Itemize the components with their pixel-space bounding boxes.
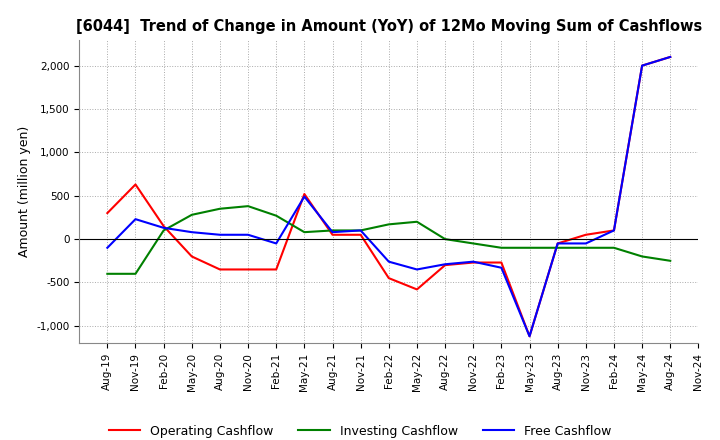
- Operating Cashflow: [103, 210, 112, 216]
- Operating Cashflow: [638, 63, 647, 68]
- Free Cashflow: [272, 241, 281, 246]
- Operating Cashflow: [525, 334, 534, 339]
- Free Cashflow: [103, 245, 112, 250]
- Investing Cashflow: [159, 228, 168, 233]
- Investing Cashflow: [610, 245, 618, 250]
- Free Cashflow: [469, 259, 477, 264]
- Operating Cashflow: [469, 260, 477, 265]
- Free Cashflow: [384, 259, 393, 264]
- Operating Cashflow: [131, 182, 140, 187]
- Y-axis label: Amount (million yen): Amount (million yen): [18, 126, 31, 257]
- Operating Cashflow: [582, 232, 590, 238]
- Free Cashflow: [554, 241, 562, 246]
- Investing Cashflow: [666, 258, 675, 264]
- Free Cashflow: [441, 262, 449, 267]
- Investing Cashflow: [582, 245, 590, 250]
- Free Cashflow: [244, 232, 253, 238]
- Free Cashflow: [413, 267, 421, 272]
- Title: [6044]  Trend of Change in Amount (YoY) of 12Mo Moving Sum of Cashflows: [6044] Trend of Change in Amount (YoY) o…: [76, 19, 702, 34]
- Investing Cashflow: [469, 241, 477, 246]
- Investing Cashflow: [131, 271, 140, 276]
- Line: Operating Cashflow: Operating Cashflow: [107, 57, 670, 336]
- Operating Cashflow: [610, 228, 618, 233]
- Operating Cashflow: [300, 191, 309, 197]
- Operating Cashflow: [272, 267, 281, 272]
- Operating Cashflow: [244, 267, 253, 272]
- Investing Cashflow: [244, 204, 253, 209]
- Free Cashflow: [187, 230, 196, 235]
- Free Cashflow: [131, 216, 140, 222]
- Investing Cashflow: [638, 254, 647, 259]
- Free Cashflow: [525, 334, 534, 339]
- Free Cashflow: [159, 225, 168, 231]
- Investing Cashflow: [441, 236, 449, 242]
- Operating Cashflow: [441, 263, 449, 268]
- Operating Cashflow: [356, 232, 365, 238]
- Free Cashflow: [215, 232, 224, 238]
- Operating Cashflow: [215, 267, 224, 272]
- Free Cashflow: [582, 241, 590, 246]
- Operating Cashflow: [159, 224, 168, 229]
- Operating Cashflow: [554, 241, 562, 246]
- Investing Cashflow: [272, 213, 281, 218]
- Free Cashflow: [328, 230, 337, 235]
- Operating Cashflow: [187, 254, 196, 259]
- Investing Cashflow: [413, 219, 421, 224]
- Investing Cashflow: [300, 230, 309, 235]
- Investing Cashflow: [328, 228, 337, 233]
- Investing Cashflow: [497, 245, 505, 250]
- Operating Cashflow: [497, 260, 505, 265]
- Investing Cashflow: [525, 245, 534, 250]
- Free Cashflow: [300, 194, 309, 199]
- Line: Investing Cashflow: Investing Cashflow: [107, 206, 670, 274]
- Investing Cashflow: [554, 245, 562, 250]
- Investing Cashflow: [384, 222, 393, 227]
- Free Cashflow: [497, 265, 505, 270]
- Free Cashflow: [666, 54, 675, 59]
- Investing Cashflow: [103, 271, 112, 276]
- Investing Cashflow: [356, 228, 365, 233]
- Investing Cashflow: [215, 206, 224, 211]
- Investing Cashflow: [187, 212, 196, 217]
- Operating Cashflow: [413, 287, 421, 292]
- Line: Free Cashflow: Free Cashflow: [107, 57, 670, 336]
- Free Cashflow: [610, 228, 618, 233]
- Operating Cashflow: [328, 232, 337, 238]
- Free Cashflow: [356, 228, 365, 233]
- Operating Cashflow: [384, 275, 393, 281]
- Free Cashflow: [638, 63, 647, 68]
- Operating Cashflow: [666, 54, 675, 59]
- Legend: Operating Cashflow, Investing Cashflow, Free Cashflow: Operating Cashflow, Investing Cashflow, …: [104, 420, 616, 440]
